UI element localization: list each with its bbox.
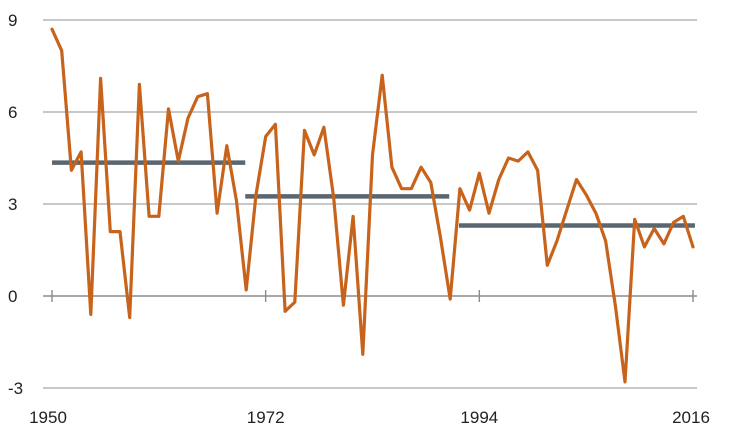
y-tick-label-6: 6 <box>8 103 17 122</box>
y-tick-label-9: 9 <box>8 11 17 30</box>
series-line-1 <box>50 27 695 384</box>
data-series <box>50 27 695 384</box>
y-tick-label-3: 3 <box>8 195 17 214</box>
y-tick-label-0: 0 <box>8 287 17 306</box>
x-tick-label-1994: 1994 <box>460 408 498 427</box>
gridlines <box>43 19 697 389</box>
x-axis <box>43 290 697 302</box>
x-tick-labels: 1950 1972 1994 2016 <box>29 408 710 427</box>
y-tick-label--3: -3 <box>8 379 23 398</box>
x-tick-label-2016: 2016 <box>672 408 710 427</box>
x-tick-label-1972: 1972 <box>247 408 285 427</box>
y-tick-labels: -3 0 3 6 9 <box>8 11 23 398</box>
x-tick-label-1950: 1950 <box>29 408 67 427</box>
